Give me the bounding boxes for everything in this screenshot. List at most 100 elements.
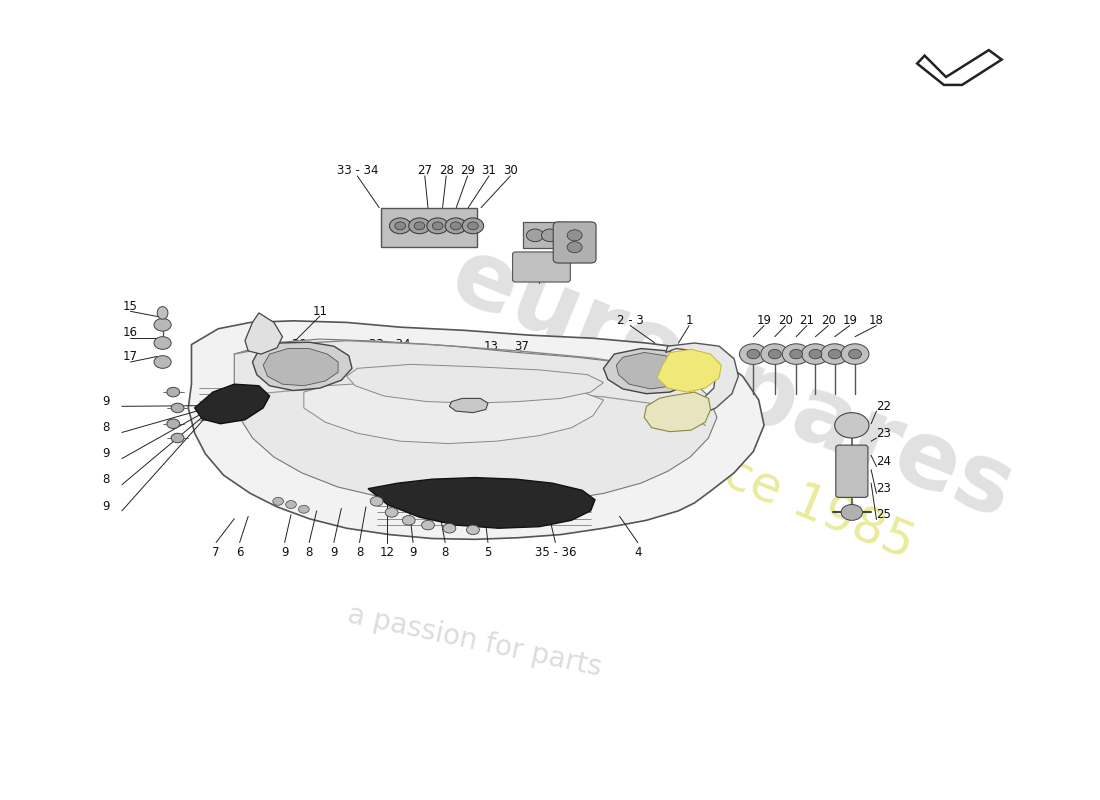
Circle shape	[432, 222, 443, 230]
Circle shape	[395, 222, 406, 230]
Circle shape	[154, 356, 172, 368]
Polygon shape	[381, 208, 477, 247]
Polygon shape	[234, 339, 717, 506]
FancyBboxPatch shape	[836, 445, 868, 498]
Circle shape	[541, 229, 559, 242]
Circle shape	[790, 350, 803, 359]
Text: 25: 25	[877, 508, 891, 522]
Polygon shape	[188, 321, 764, 539]
Circle shape	[451, 222, 461, 230]
Text: 19: 19	[843, 314, 857, 327]
Circle shape	[172, 403, 184, 413]
Circle shape	[842, 344, 869, 364]
Text: eurospares: eurospares	[438, 230, 1026, 538]
Circle shape	[739, 344, 768, 364]
Text: 9: 9	[102, 499, 110, 513]
Text: since 1985: since 1985	[650, 422, 921, 568]
Polygon shape	[450, 398, 488, 413]
Circle shape	[167, 387, 179, 397]
Text: 8: 8	[355, 546, 363, 558]
Circle shape	[409, 218, 430, 234]
Text: 8: 8	[102, 422, 110, 434]
Text: 4: 4	[634, 546, 641, 558]
Text: 9: 9	[102, 447, 110, 460]
Circle shape	[389, 218, 411, 234]
Circle shape	[371, 497, 383, 506]
Circle shape	[154, 318, 172, 331]
Text: 10: 10	[376, 366, 392, 378]
Text: 9: 9	[102, 395, 110, 408]
Circle shape	[769, 350, 781, 359]
Polygon shape	[253, 342, 352, 390]
Text: 1: 1	[685, 314, 693, 327]
Text: 27: 27	[417, 164, 432, 177]
Text: 33 - 34: 33 - 34	[368, 338, 410, 351]
Text: 8: 8	[441, 546, 449, 558]
Circle shape	[466, 525, 480, 534]
Circle shape	[403, 515, 415, 525]
Circle shape	[556, 229, 572, 242]
Text: 20: 20	[778, 314, 793, 327]
Circle shape	[568, 242, 582, 253]
Text: 2 - 3: 2 - 3	[617, 314, 643, 327]
Circle shape	[443, 523, 455, 533]
Circle shape	[747, 350, 760, 359]
Text: 31: 31	[542, 221, 558, 234]
Text: 9: 9	[409, 546, 417, 558]
Text: 32: 32	[532, 270, 547, 284]
Text: 29: 29	[460, 164, 475, 177]
Circle shape	[761, 344, 789, 364]
Text: 37: 37	[514, 340, 529, 353]
Text: 6: 6	[235, 546, 243, 558]
Circle shape	[462, 218, 484, 234]
Text: 16: 16	[123, 326, 138, 339]
Text: 30: 30	[503, 164, 518, 177]
Text: 8: 8	[102, 474, 110, 486]
Text: 24: 24	[877, 455, 891, 468]
FancyBboxPatch shape	[513, 252, 571, 282]
Polygon shape	[368, 478, 595, 528]
Polygon shape	[346, 364, 604, 403]
Text: 23: 23	[877, 482, 891, 495]
Circle shape	[808, 350, 822, 359]
Text: 9: 9	[280, 546, 288, 558]
Circle shape	[842, 505, 862, 520]
Text: 30: 30	[573, 221, 587, 234]
Circle shape	[782, 344, 810, 364]
Polygon shape	[245, 313, 283, 354]
Text: 26: 26	[292, 338, 306, 351]
Circle shape	[468, 222, 478, 230]
Text: 15: 15	[123, 300, 138, 313]
Text: 5: 5	[484, 546, 492, 558]
Text: 8: 8	[306, 546, 312, 558]
Circle shape	[172, 434, 184, 442]
Text: 7: 7	[212, 546, 220, 558]
Polygon shape	[645, 392, 711, 432]
Polygon shape	[666, 343, 738, 416]
Circle shape	[385, 508, 398, 517]
Text: 18: 18	[869, 314, 884, 327]
Text: 20: 20	[821, 314, 836, 327]
Text: 10: 10	[580, 370, 595, 382]
Text: 22: 22	[877, 400, 891, 413]
Circle shape	[154, 337, 172, 350]
Circle shape	[298, 506, 309, 514]
FancyBboxPatch shape	[553, 222, 596, 263]
Polygon shape	[263, 349, 338, 386]
Polygon shape	[604, 349, 694, 394]
Text: 31: 31	[482, 164, 496, 177]
Circle shape	[527, 229, 543, 242]
Circle shape	[821, 344, 848, 364]
Circle shape	[848, 350, 861, 359]
Circle shape	[427, 218, 449, 234]
Text: 12: 12	[379, 546, 395, 558]
Circle shape	[273, 498, 284, 506]
Circle shape	[286, 501, 296, 509]
Text: 21: 21	[800, 314, 814, 327]
Polygon shape	[616, 353, 685, 389]
Circle shape	[167, 419, 179, 429]
Circle shape	[414, 222, 425, 230]
Circle shape	[446, 218, 466, 234]
Polygon shape	[304, 382, 604, 443]
Text: 14: 14	[376, 392, 392, 405]
